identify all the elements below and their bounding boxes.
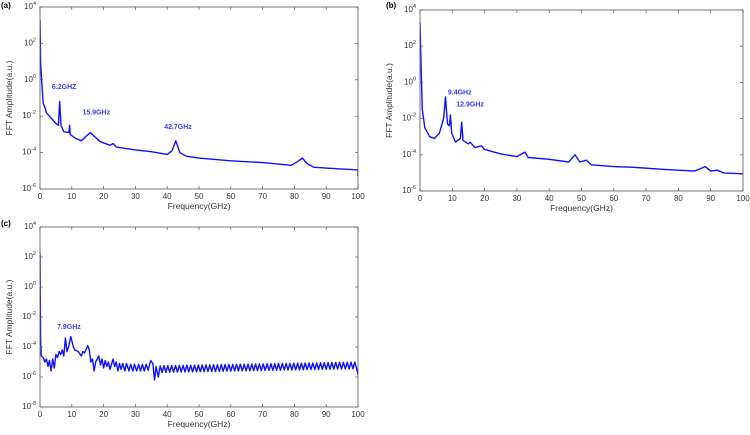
x-tick-label: 60 (226, 410, 235, 419)
y-tick-label: 10-6 (22, 371, 36, 381)
axes-box (39, 226, 359, 408)
y-tick-exponent: -2 (31, 311, 36, 317)
x-tick-label: 30 (131, 192, 140, 201)
y-tick-label: 104 (404, 4, 416, 14)
x-tick-label: 90 (322, 410, 331, 419)
panel-label: (a) (1, 1, 11, 10)
panel-label: (c) (1, 219, 11, 228)
x-axis-label: Frequency(GHz) (168, 419, 231, 429)
y-tick-exponent: 0 (33, 281, 36, 287)
x-tick-label: 10 (67, 410, 76, 419)
x-tick-label: 50 (195, 410, 204, 419)
y-tick-exponent: 4 (413, 4, 416, 10)
x-tick-label: 50 (577, 194, 586, 203)
y-tick-exponent: 2 (413, 40, 416, 46)
peak-annotation: 12.9GHz (456, 102, 484, 109)
series-line (40, 19, 358, 177)
x-tick-label: 0 (38, 192, 43, 201)
x-tick-label: 90 (322, 192, 331, 201)
x-tick-label: 0 (418, 194, 423, 203)
y-tick-label: 104 (24, 221, 36, 231)
y-tick-label: 10-4 (22, 341, 36, 351)
series-line (420, 22, 743, 175)
x-tick-label: 40 (545, 194, 554, 203)
peak-annotation: 6.2GHZ (52, 84, 77, 91)
y-tick-label: 100 (404, 76, 416, 86)
x-tick-label: 0 (38, 410, 43, 419)
y-tick-exponent: 0 (33, 74, 36, 80)
y-tick-label: 10-2 (22, 311, 36, 321)
x-tick-label: 80 (290, 192, 299, 201)
x-axis-label: Frequency(GHz) (550, 203, 613, 213)
x-tick-label: 20 (99, 192, 108, 201)
y-tick-exponent: 4 (33, 221, 36, 227)
y-tick-exponent: -2 (31, 110, 36, 116)
panel-a: (a)0 10 20 30 40 50 60 70 80 90 10010410210010-210… (1, 1, 365, 211)
y-tick-exponent: -6 (31, 371, 36, 377)
y-tick-exponent: -8 (31, 401, 36, 407)
y-tick-exponent: -6 (411, 185, 416, 191)
axes-box (419, 9, 744, 192)
panel-c: (c)0 10 20 30 40 50 60 70 80 90 10010410210010-210… (1, 219, 365, 429)
panel-b: (b)0 10 20 30 40 50 60 70 80 90 10010410210010-210… (384, 1, 750, 213)
y-tick-label: 102 (24, 251, 36, 261)
y-tick-label: 10-2 (22, 110, 36, 120)
x-tick-label: 80 (290, 410, 299, 419)
y-tick-label: 100 (24, 281, 36, 291)
x-tick-label: 60 (609, 194, 618, 203)
x-tick-label: 70 (642, 194, 651, 203)
x-tick-label: 80 (674, 194, 683, 203)
peak-annotation: 15.9GHz (82, 109, 110, 116)
axes-box (39, 6, 359, 190)
x-tick-label: 40 (163, 192, 172, 201)
x-tick-label: 100 (351, 192, 365, 201)
x-tick-label: 30 (131, 410, 140, 419)
y-tick-exponent: 2 (33, 37, 36, 43)
y-axis-label: FFT Amplitude(a.u.) (4, 279, 14, 354)
y-axis-label: FFT Amplitude(a.u.) (4, 60, 14, 135)
peak-annotation: 9.4GHz (448, 89, 472, 96)
x-tick-label: 100 (736, 194, 750, 203)
y-tick-exponent: 2 (33, 251, 36, 257)
y-tick-label: 10-2 (402, 113, 416, 123)
y-tick-label: 102 (24, 37, 36, 47)
peak-annotation: 42.7GHz (164, 124, 192, 131)
x-tick-label: 100 (351, 410, 365, 419)
y-axis-label: FFT Amplitude(a.u.) (384, 63, 394, 138)
x-tick-label: 10 (67, 192, 76, 201)
x-tick-label: 20 (99, 410, 108, 419)
x-tick-label: 10 (448, 194, 457, 203)
y-tick-exponent: -6 (31, 183, 36, 189)
x-tick-label: 60 (226, 192, 235, 201)
y-tick-exponent: 4 (33, 1, 36, 7)
y-tick-label: 102 (404, 40, 416, 50)
x-axis-label: Frequency(GHz) (168, 201, 231, 211)
y-tick-exponent: 0 (413, 76, 416, 82)
y-tick-label: 100 (24, 74, 36, 84)
y-tick-exponent: -4 (31, 147, 36, 153)
x-tick-label: 70 (258, 410, 267, 419)
y-tick-label: 10-4 (402, 149, 416, 159)
y-tick-exponent: -2 (411, 113, 416, 119)
y-tick-label: 10-6 (402, 185, 416, 195)
panel-label: (b) (386, 1, 397, 10)
x-tick-label: 50 (195, 192, 204, 201)
y-tick-label: 10-6 (22, 183, 36, 193)
y-tick-exponent: -4 (31, 341, 36, 347)
x-tick-label: 20 (480, 194, 489, 203)
y-tick-label: 10-8 (22, 401, 36, 411)
y-tick-label: 10-4 (22, 147, 36, 157)
y-tick-label: 104 (24, 1, 36, 11)
x-tick-label: 30 (512, 194, 521, 203)
x-tick-label: 90 (706, 194, 715, 203)
x-tick-label: 40 (163, 410, 172, 419)
peak-annotation: 7.9GHz (57, 324, 81, 331)
series-line (40, 252, 358, 381)
x-tick-label: 70 (258, 192, 267, 201)
y-tick-exponent: -4 (411, 149, 416, 155)
